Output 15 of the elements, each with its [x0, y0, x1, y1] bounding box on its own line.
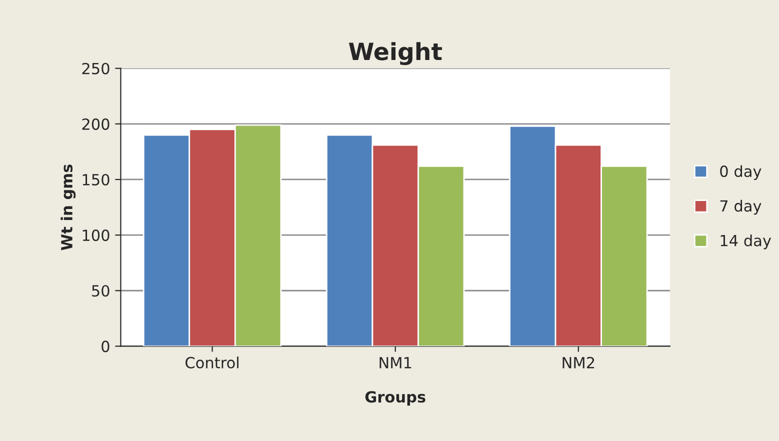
y-tick-label: 50 [92, 285, 110, 297]
y-tick-label: 100 [82, 230, 110, 242]
y-tick-label: 0 [102, 340, 110, 352]
y-tick-label: 150 [82, 174, 110, 186]
y-tick-label: 250 [82, 62, 110, 74]
x-axis-title: Groups [365, 391, 426, 406]
x-tick-label: Control [186, 356, 238, 368]
y-axis-title: Wt in gms [60, 164, 76, 250]
legend-label: 0 day [720, 165, 762, 180]
x-tick-label: NM1 [380, 357, 412, 368]
chart-title: Weight [348, 42, 442, 66]
x-tick-label: NM2 [562, 356, 594, 368]
y-tick-label: 200 [82, 118, 110, 130]
legend-label: 14 day [720, 234, 772, 250]
legend-label: 7 day [720, 200, 762, 215]
